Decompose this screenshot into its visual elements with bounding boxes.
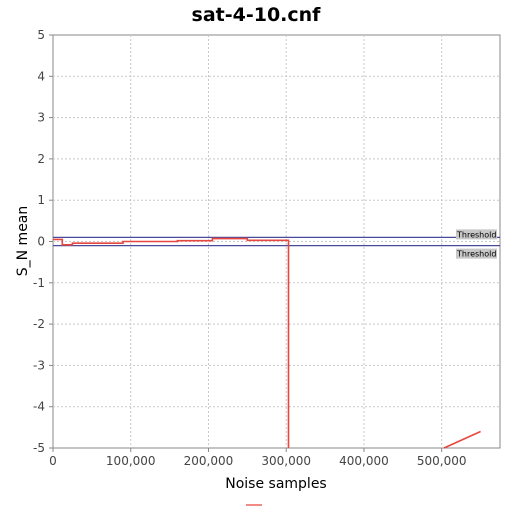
series-layer [53, 237, 481, 449]
x-tick-label: 200,000 [184, 454, 234, 468]
x-tick-label: 0 [49, 454, 57, 468]
x-axis-label: Noise samples [225, 476, 326, 492]
y-axis-label: S_N mean [15, 206, 31, 277]
threshold-label-box [456, 248, 497, 259]
threshold-label: Threshold [456, 250, 496, 259]
y-tick-label: -3 [33, 358, 45, 372]
threshold-labels: Threshold Threshold [456, 229, 497, 259]
x-axis: 0 100,000 200,000 300,000 400,000 500,000 [49, 448, 467, 468]
y-tick-label: -2 [33, 317, 45, 331]
grid [53, 35, 500, 448]
y-tick-label: 1 [37, 193, 45, 207]
chart-title: sat-4-10.cnf [192, 4, 322, 26]
y-tick-label: -4 [33, 400, 45, 414]
y-tick-label: 5 [37, 28, 45, 42]
x-tick-label: 500,000 [417, 454, 467, 468]
y-tick-label: 2 [37, 152, 45, 166]
y-tick-label: 3 [37, 111, 45, 125]
series-line [53, 237, 290, 448]
y-tick-label: 4 [37, 69, 45, 83]
y-tick-label: 0 [37, 235, 45, 249]
y-tick-label: -5 [33, 441, 45, 455]
y-tick-label: -1 [33, 276, 45, 290]
x-tick-label: 400,000 [339, 454, 389, 468]
threshold-lines [53, 236, 500, 247]
y-axis: -5 -4 -3 -2 -1 0 1 2 3 4 5 [33, 28, 53, 455]
threshold-label-box [456, 229, 497, 240]
plot-area [52, 34, 501, 449]
series-line [443, 430, 481, 449]
x-tick-label: 100,000 [106, 454, 156, 468]
threshold-label: Threshold [456, 230, 496, 239]
x-tick-label: 300,000 [261, 454, 311, 468]
